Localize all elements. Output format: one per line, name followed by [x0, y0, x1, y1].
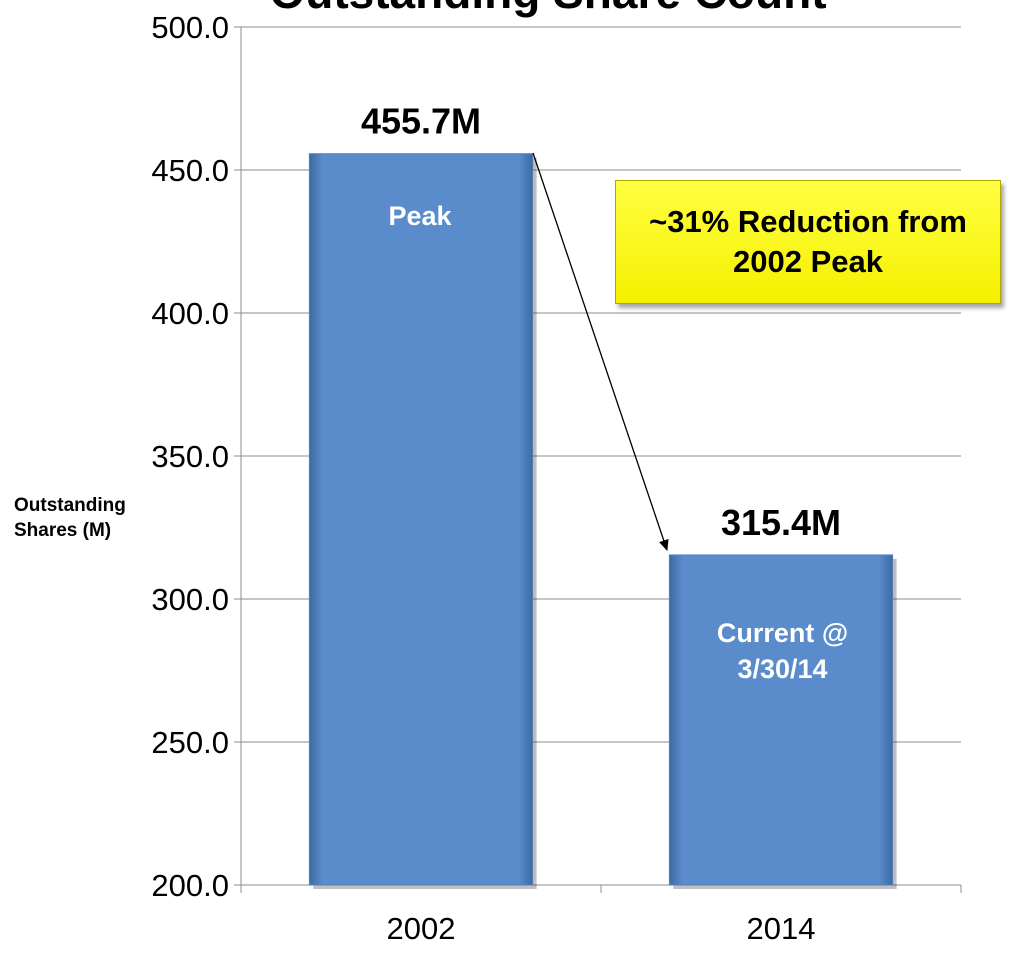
y-tick-label: 300.0 — [151, 582, 229, 617]
y-tick-label: 400.0 — [151, 296, 229, 331]
bar-annotation: Current @ 3/30/14 — [716, 618, 849, 684]
y-tick-label: 250.0 — [151, 725, 229, 760]
y-axis-label: Outstanding Shares (M) — [14, 495, 126, 541]
callout-box: ~31% Reduction from 2002 Peak — [615, 180, 1001, 304]
y-tick-label: 450.0 — [151, 153, 229, 188]
y-tick-label: 500.0 — [151, 10, 229, 45]
chart-title: Outstanding Share Count — [269, 0, 826, 18]
data-label: 455.7M — [361, 101, 481, 142]
x-tick-label: 2002 — [387, 911, 456, 946]
data-label: 315.4M — [721, 502, 841, 543]
bar-annotation: Peak — [388, 201, 452, 231]
bar — [308, 153, 534, 886]
arrow — [532, 152, 669, 551]
bar — [668, 554, 894, 886]
y-tick-label: 200.0 — [151, 868, 229, 903]
x-tick-label: 2014 — [747, 911, 816, 946]
y-tick-label: 350.0 — [151, 439, 229, 474]
